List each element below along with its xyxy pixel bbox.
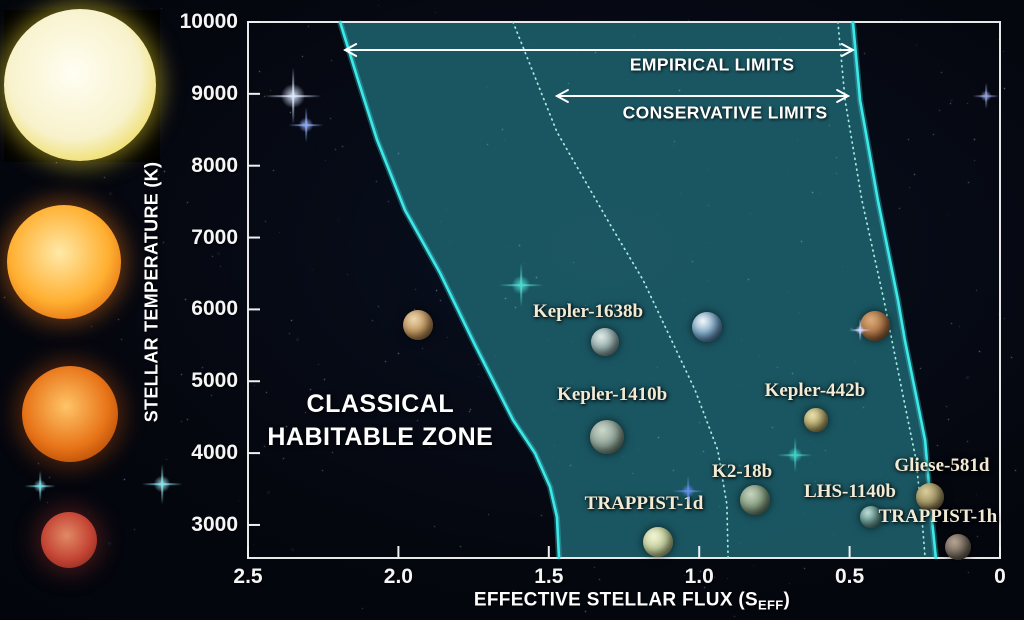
habitable-zone-region (340, 22, 936, 558)
x-tick-label-0: 0 (994, 565, 1006, 588)
planet-trappist-1h (944, 534, 971, 561)
y-tick-label-5000: 5000 (191, 369, 238, 393)
empirical-limits-label: EMPIRICAL LIMITS (629, 54, 795, 75)
x-tick-label-1.5: 1.5 (534, 565, 564, 588)
planet-label-lhs-1140b: LHS-1140b (804, 481, 896, 503)
empirical-limit-left-line (338, 20, 561, 560)
bright-star-glint (153, 475, 171, 493)
x-axis-title-subscript: EFF (757, 597, 784, 613)
bright-star-glint (511, 275, 531, 295)
y-tick-label-4000: 4000 (191, 441, 238, 465)
planet-label-kepler-442b: Kepler-442b (764, 380, 866, 402)
planet-label-trappist-1d: TRAPPIST-1d (584, 493, 704, 515)
bright-star-glint (33, 479, 47, 493)
bright-star-glint (787, 447, 803, 463)
plot-frame (247, 21, 1001, 559)
zone-label-line1: CLASSICAL (306, 389, 455, 418)
x-axis-title-main: EFFECTIVE STELLAR FLUX (S (473, 589, 758, 611)
planet-k2-18b (740, 484, 771, 515)
y-tick-label-3000: 3000 (191, 512, 238, 536)
y-tick-label-6000: 6000 (191, 297, 238, 321)
conservative-limits-label: CONSERVATIVE LIMITS (622, 102, 828, 123)
y-tick-label-8000: 8000 (191, 153, 238, 177)
planet-label-gliese-581d: Gliese-581d (894, 454, 990, 476)
bright-star-glint (280, 83, 306, 109)
x-tick-label-1.0: 1.0 (684, 565, 714, 588)
star-image-red-dwarf-star (41, 512, 97, 568)
x-tick-label-2.0: 2.0 (383, 565, 413, 588)
planet-earth-analog (692, 311, 723, 342)
conservative-limits-arrow (554, 89, 851, 104)
bright-star-glint (298, 117, 314, 133)
x-axis-title: EFFECTIVE STELLAR FLUX (SEFF) (474, 590, 790, 613)
star-image-orange-red-star (22, 366, 118, 462)
y-tick-label-9000: 9000 (191, 81, 238, 105)
classical-habitable-zone-label: CLASSICAL HABITABLE ZONE (267, 388, 493, 454)
planet-kepler-1638b (591, 327, 620, 356)
planet-label-kepler-1410b: Kepler-1410b (557, 384, 668, 406)
bright-star-glint (980, 90, 992, 102)
y-tick-label-10000: 10000 (179, 10, 238, 33)
conservative-limit-left-line (512, 21, 729, 559)
star-image-orange-star (7, 205, 121, 319)
star-image-hot-white-star (4, 9, 156, 161)
planet-lhs-1140b (859, 506, 882, 529)
planet-mars-analog (859, 310, 890, 341)
zone-label-line2: HABITABLE ZONE (267, 422, 494, 451)
y-axis-title: STELLAR TEMPERATURE (K) (141, 161, 162, 423)
stellar-size-legend (0, 0, 180, 620)
x-tick-label-2.5: 2.5 (233, 565, 263, 588)
y-tick-label-7000: 7000 (191, 225, 238, 249)
planet-kepler-1410b (590, 420, 625, 455)
planet-kepler-442b (803, 408, 828, 433)
planet-gliese-581d (915, 482, 944, 511)
x-tick-label-0.5: 0.5 (834, 565, 865, 588)
planet-trappist-1d (642, 527, 673, 558)
planet-venus-analog (402, 310, 433, 341)
planet-label-k2-18b: K2-18b (712, 460, 773, 482)
planet-label-kepler-1638b: Kepler-1638b (532, 300, 644, 322)
x-axis-title-close: ) (783, 589, 791, 611)
planet-label-trappist-1h: TRAPPIST-1h (878, 506, 998, 528)
empirical-limits-arrow (343, 43, 855, 58)
